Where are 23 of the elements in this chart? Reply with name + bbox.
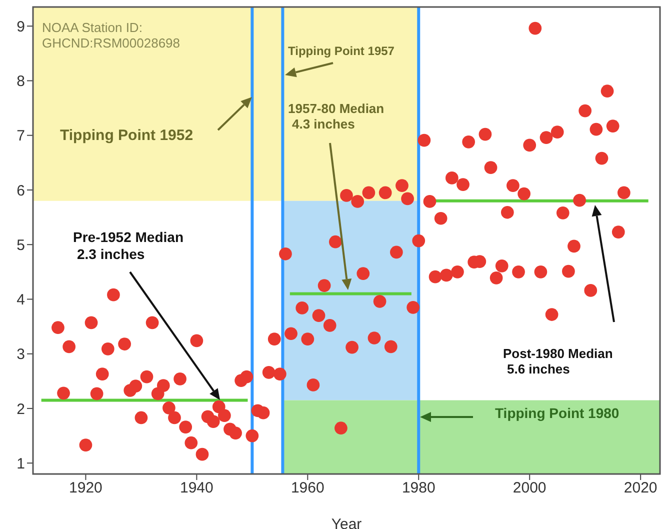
x-tick-label: 1920	[69, 480, 102, 497]
annotation: Tipping Point 1952	[60, 127, 194, 144]
x-tick-label: 2020	[624, 480, 658, 497]
annotation: NOAA Station ID: GHCND:RSM00028698	[42, 20, 180, 51]
annotation: Tipping Point 1980	[495, 405, 620, 421]
y-tick-label: 5	[16, 236, 25, 254]
y-tick-label: 4	[16, 292, 25, 309]
x-tick-label: 1960	[290, 480, 324, 497]
annotation: Post-1980 Median 5.6 inches	[503, 346, 613, 377]
x-tick-label: 1980	[402, 480, 436, 497]
y-tick-label: 7	[16, 128, 25, 145]
y-tick-label: 2	[16, 400, 25, 418]
annotation: 1957-80 Median 4.3 inches	[288, 101, 384, 132]
y-tick-label: 1	[16, 455, 25, 472]
x-tick-label: 2000	[512, 480, 546, 497]
y-tick-label: 6	[16, 182, 25, 200]
y-tick-label: 3	[16, 346, 25, 364]
x-tick-label: 1940	[180, 480, 214, 497]
y-tick-label: 9	[16, 18, 25, 36]
annotation: Pre-1952 Median 2.3 inches	[73, 229, 184, 262]
x-axis-title: Year	[331, 516, 362, 529]
y-tick-label: 8	[16, 73, 25, 90]
annotation: Tipping Point 1957	[288, 44, 395, 58]
